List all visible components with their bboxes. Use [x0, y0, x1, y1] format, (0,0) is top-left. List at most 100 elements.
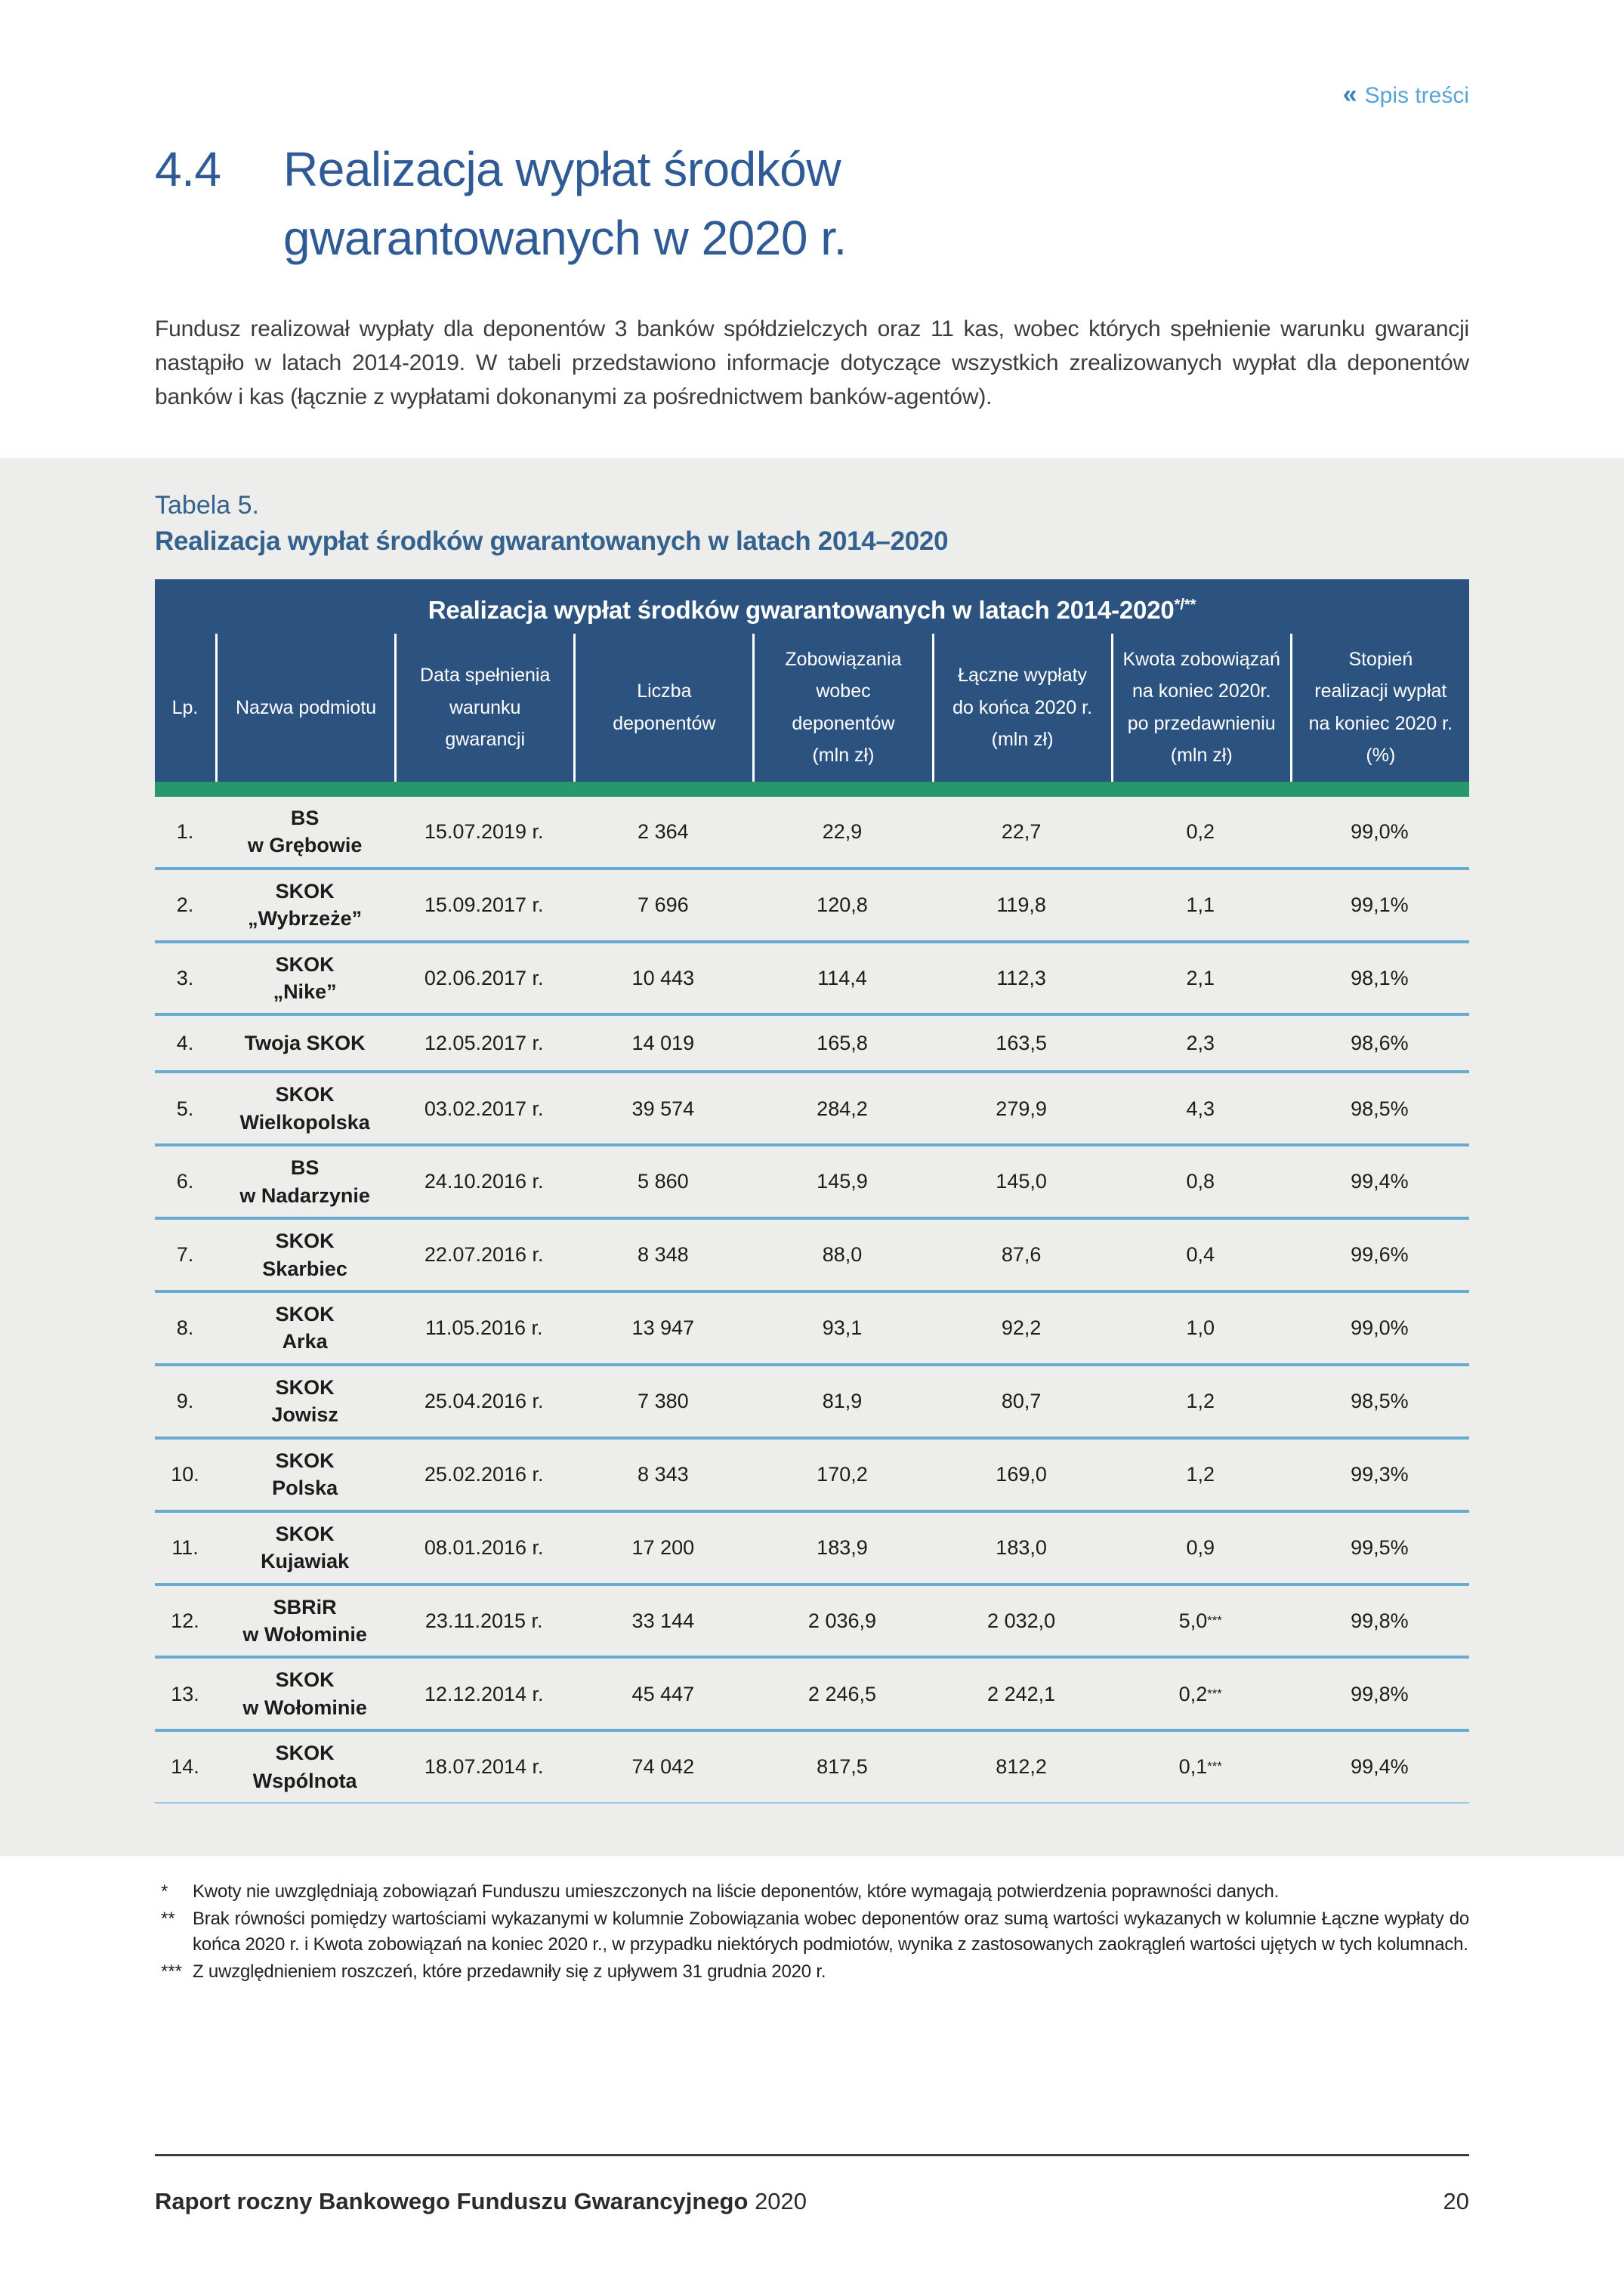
footnote-mark: *** — [1207, 1686, 1222, 1701]
table-row: 6. BS w Nadarzynie 24.10.2016 r. 5 860 145,9… — [155, 1146, 1469, 1221]
cell-payouts: 112,3 — [996, 966, 1046, 989]
cell-remaining: 0,9 — [1186, 1535, 1215, 1559]
table-row: 14. SKOK Wspólnota 18.07.2014 r. 74 042 817,… — [155, 1732, 1469, 1804]
table-header-title-footnote-marks: */** — [1174, 595, 1196, 613]
cell-lp: 12. — [171, 1609, 199, 1632]
cell-date: 02.06.2017 r. — [424, 966, 544, 989]
cell-deponents: 7 696 — [638, 893, 689, 916]
toc-row: « Spis treści — [155, 0, 1469, 110]
intro-paragraph: Fundusz realizował wypłaty dla deponentó… — [155, 316, 1469, 409]
cell-payouts: 92,2 — [1001, 1316, 1042, 1340]
page-footer: Raport roczny Bankowego Funduszu Gwaranc… — [155, 2154, 1469, 2215]
cell-deponents: 14 019 — [631, 1032, 695, 1055]
cell-lp: 9. — [176, 1390, 194, 1413]
cell-liabilities: 145,9 — [817, 1170, 868, 1193]
cell-liabilities: 114,4 — [817, 966, 867, 989]
cell-ratio: 99,3% — [1351, 1462, 1409, 1486]
cell-remaining: 0,1 *** — [1178, 1755, 1222, 1779]
cell-payouts: 812,2 — [996, 1755, 1047, 1779]
cell-liabilities: 120,8 — [817, 893, 868, 916]
cell-lp: 8. — [176, 1316, 194, 1340]
footnotes: * Kwoty nie uwzględniają zobowiązań Fundu… — [155, 1879, 1469, 1985]
green-accent-bar — [155, 781, 1469, 797]
cell-deponents: 17 200 — [631, 1535, 695, 1559]
cell-payouts: 22,7 — [1001, 819, 1042, 843]
cell-payouts: 183,0 — [996, 1535, 1047, 1559]
table-row: 11. SKOK Kujawiak 08.01.2016 r. 17 200 183,9… — [155, 1513, 1469, 1586]
cell-remaining: 0,2 — [1186, 819, 1215, 843]
cell-name: SBRiR w Wołominie — [242, 1595, 367, 1646]
double-chevron-left-icon: « — [1342, 80, 1357, 109]
cell-liabilities: 93,1 — [822, 1316, 863, 1340]
cell-name: Twoja SKOK — [244, 1032, 366, 1055]
footer-rule — [155, 2154, 1469, 2156]
table-row: 3. SKOK „Nike” 02.06.2017 r. 10 443 114,4 112… — [155, 943, 1469, 1017]
cell-name: SKOK Wspólnota — [252, 1742, 357, 1792]
cell-remaining: 1,0 — [1186, 1316, 1215, 1340]
cell-lp: 13. — [171, 1682, 199, 1705]
cell-date: 25.04.2016 r. — [424, 1390, 544, 1413]
cell-lp: 14. — [171, 1755, 199, 1779]
cell-ratio: 99,8% — [1351, 1682, 1409, 1705]
cell-payouts: 169,0 — [996, 1462, 1047, 1486]
cell-remaining: 2,1 — [1186, 966, 1215, 989]
footnote: * Kwoty nie uwzględniają zobowiązań Fundu… — [155, 1879, 1469, 1905]
cell-liabilities: 165,8 — [817, 1032, 868, 1055]
cell-payouts: 2 242,1 — [987, 1682, 1056, 1705]
footnote-text: Z uwzględnieniem roszczeń, które przedaw… — [193, 1961, 826, 1983]
cell-deponents: 8 348 — [638, 1243, 689, 1267]
section-title-line2: gwarantowanych w 2020 r. — [283, 210, 847, 265]
cell-remaining: 5,0 *** — [1178, 1609, 1222, 1632]
cell-name: SKOK w Wołominie — [242, 1668, 367, 1719]
cell-remaining: 1,1 — [1186, 893, 1215, 916]
table-caption: Realizacja wypłat środków gwarantowanych… — [155, 526, 949, 556]
table-row: 9. SKOK Jowisz 25.04.2016 r. 7 380 81,9 80,7 1… — [155, 1366, 1469, 1440]
cell-liabilities: 22,9 — [822, 819, 863, 843]
footer-report-title: Raport roczny Bankowego Funduszu Gwaranc… — [155, 2188, 807, 2214]
cell-deponents: 39 574 — [631, 1097, 695, 1120]
table-row: 13. SKOK w Wołominie 12.12.2014 r. 45 447 2 … — [155, 1659, 1469, 1733]
cell-remaining: 2,3 — [1186, 1032, 1215, 1055]
cell-lp: 3. — [176, 966, 194, 989]
table-body: 1. BS w Grębowie 15.07.2019 r. 2 364 22,9 22,… — [155, 797, 1469, 1804]
cell-ratio: 98,6% — [1351, 1032, 1409, 1055]
column-header: Kwota zobowiązań na koniec 2020r. po prz… — [1110, 633, 1290, 782]
cell-name: SKOK „Nike” — [273, 952, 337, 1003]
table-section: Tabela 5. Realizacja wypłat środków gwar… — [0, 457, 1624, 1857]
cell-remaining: 0,4 — [1186, 1243, 1215, 1267]
page-title: 4.4 Realizacja wypłat środków gwarantowan… — [155, 135, 1469, 273]
column-header: Lp. — [171, 696, 199, 718]
cell-date: 12.12.2014 r. — [424, 1682, 544, 1705]
table-column-headers: Lp. Nazwa podmiotu Data spełnienia warunku… — [155, 633, 1469, 782]
cell-ratio: 98,5% — [1351, 1390, 1409, 1413]
cell-name: SKOK Skarbiec — [262, 1230, 347, 1280]
cell-name: SKOK Arka — [275, 1303, 335, 1353]
cell-remaining: 1,2 — [1186, 1390, 1215, 1413]
cell-date: 23.11.2015 r. — [425, 1609, 543, 1632]
cell-deponents: 7 380 — [638, 1390, 689, 1413]
cell-deponents: 2 364 — [638, 819, 689, 843]
cell-deponents: 45 447 — [631, 1682, 695, 1705]
cell-lp: 4. — [176, 1032, 194, 1055]
cell-deponents: 74 042 — [631, 1755, 695, 1779]
cell-ratio: 98,1% — [1351, 966, 1409, 989]
footnote-text: Brak równości pomiędzy wartościami wykaz… — [193, 1909, 1469, 1955]
footnote-mark: *** — [1207, 1759, 1222, 1774]
column-header: Data spełnienia warunku gwarancji — [394, 633, 573, 782]
cell-liabilities: 183,9 — [817, 1535, 868, 1559]
cell-deponents: 10 443 — [631, 966, 695, 989]
cell-date: 25.02.2016 r. — [424, 1462, 544, 1486]
cell-ratio: 99,5% — [1351, 1535, 1409, 1559]
footnote-marker: *** — [161, 1961, 183, 1983]
toc-link[interactable]: « Spis treści — [1342, 80, 1469, 109]
cell-name: SKOK Jowisz — [271, 1375, 338, 1427]
table-row: 8. SKOK Arka 11.05.2016 r. 13 947 93,1 92,2 1,… — [155, 1293, 1469, 1366]
cell-payouts: 87,6 — [1001, 1243, 1042, 1267]
table-row: 2. SKOK „Wybrzeże” 15.09.2017 r. 7 696 120,8… — [155, 870, 1469, 943]
cell-remaining: 0,8 — [1186, 1170, 1215, 1193]
cell-lp: 7. — [176, 1243, 194, 1267]
cell-ratio: 99,0% — [1351, 1316, 1409, 1340]
toc-link-label: Spis treści — [1364, 83, 1469, 108]
column-header: Zobowiązania wobec deponentów (mln zł) — [752, 633, 931, 782]
cell-date: 18.07.2014 r. — [424, 1755, 544, 1779]
